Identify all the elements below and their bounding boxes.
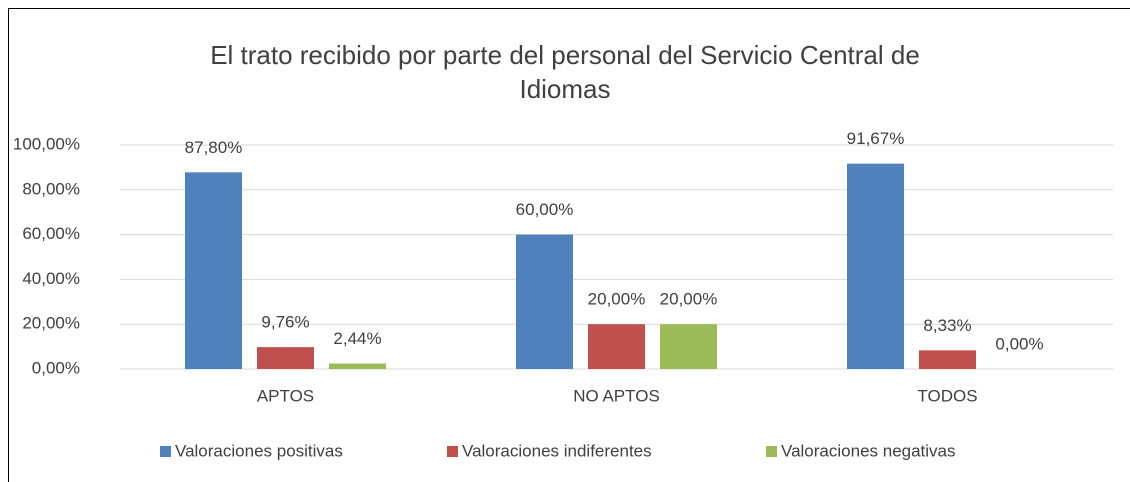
- chart-border: [8, 8, 1130, 482]
- value-label: 20,00%: [660, 290, 718, 309]
- value-label: 9,76%: [261, 313, 309, 332]
- value-label: 87,80%: [185, 138, 243, 157]
- x-tick-label: TODOS: [917, 386, 977, 405]
- legend-label: Valoraciones indiferentes: [462, 441, 652, 460]
- x-tick-label: APTOS: [257, 386, 314, 405]
- y-tick-label: 0,00%: [32, 358, 80, 377]
- legend-swatch: [447, 446, 458, 457]
- value-label: 2,44%: [333, 329, 381, 348]
- value-label: 20,00%: [588, 290, 646, 309]
- legend-label: Valoraciones negativas: [781, 441, 956, 460]
- value-label: 0,00%: [995, 334, 1043, 353]
- y-tick-label: 100,00%: [13, 134, 80, 153]
- legend-swatch: [160, 446, 171, 457]
- chart-title: El trato recibido por parte del personal…: [210, 40, 920, 104]
- bar: [847, 163, 904, 369]
- value-label: 60,00%: [516, 200, 574, 219]
- y-tick-label: 40,00%: [22, 269, 80, 288]
- value-label: 91,67%: [847, 129, 905, 148]
- bar: [516, 234, 573, 369]
- value-label: 8,33%: [923, 316, 971, 335]
- bar: [660, 324, 717, 369]
- x-tick-label: NO APTOS: [573, 386, 660, 405]
- y-tick-label: 60,00%: [22, 224, 80, 243]
- bar: [257, 347, 314, 369]
- bar: [588, 324, 645, 369]
- legend-swatch: [766, 446, 777, 457]
- y-tick-label: 20,00%: [22, 314, 80, 333]
- bar: [329, 363, 386, 369]
- bar: [185, 172, 242, 369]
- bar: [919, 350, 976, 369]
- legend-label: Valoraciones positivas: [175, 441, 343, 460]
- y-tick-label: 80,00%: [22, 179, 80, 198]
